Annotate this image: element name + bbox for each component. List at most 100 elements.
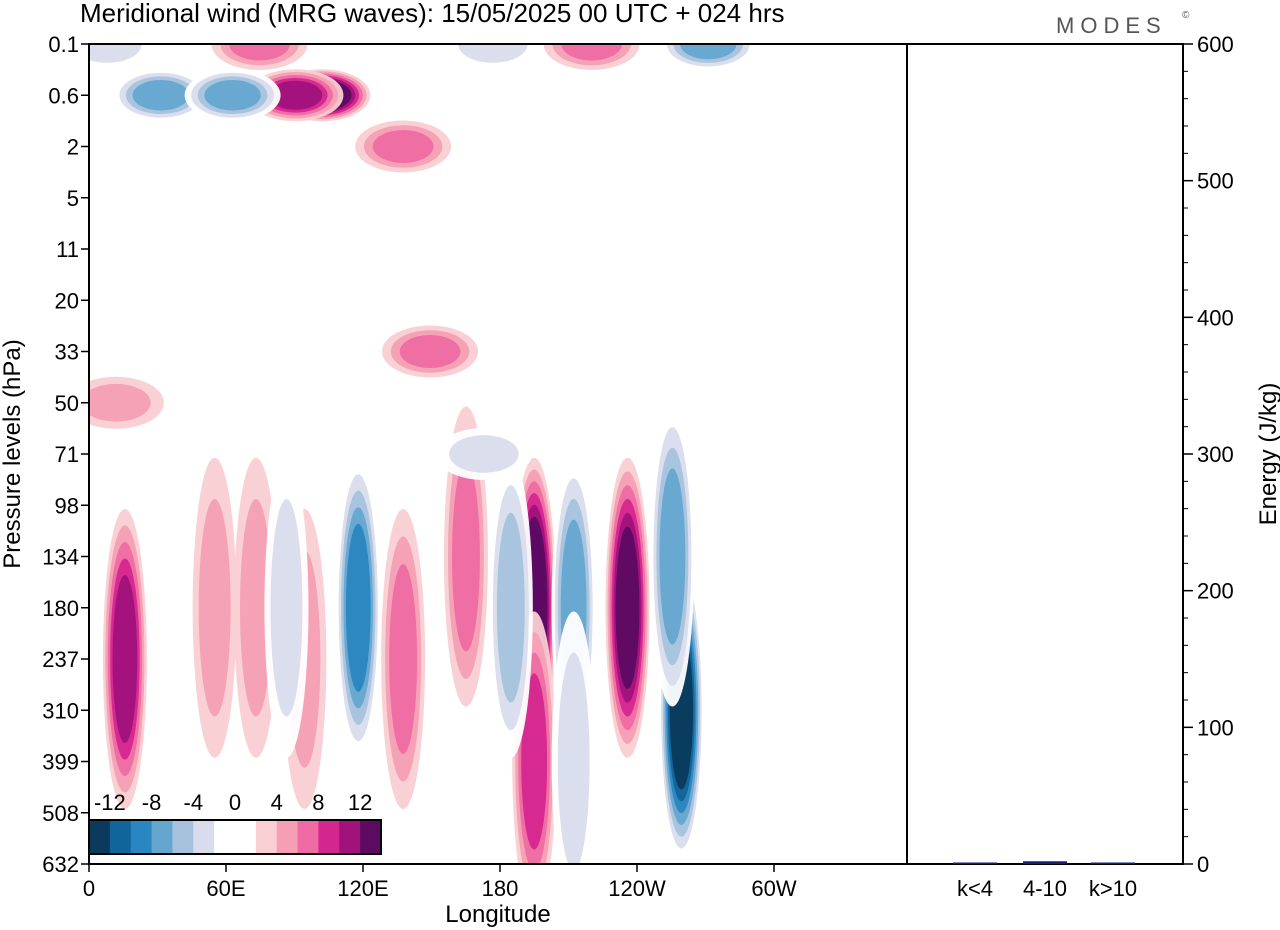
energy-bar <box>1091 862 1135 864</box>
y-tick-label: 508 <box>42 801 79 826</box>
y-tick-label: 98 <box>55 493 79 518</box>
colorbar-cell <box>339 820 361 854</box>
field-feature <box>543 44 640 70</box>
field-feature <box>89 44 155 70</box>
field-feature <box>551 611 596 864</box>
energy-x-tick-label: 4-10 <box>1023 876 1067 901</box>
colorbar-frame <box>88 819 382 855</box>
colorbar-cell <box>172 820 194 854</box>
colorbar-cell <box>214 820 236 854</box>
x-tick-label: 120W <box>608 876 666 901</box>
contour-band <box>198 499 231 717</box>
contour-band <box>557 652 590 864</box>
y-tick-label: 180 <box>42 596 79 621</box>
energy-x-tick-label: k>10 <box>1089 876 1137 901</box>
colorbar-cell <box>151 820 173 854</box>
field-feature <box>660 44 757 70</box>
colorbar-cell <box>193 820 215 854</box>
colorbar-cell <box>297 820 319 854</box>
energy-x-axis: k<4 4-10 k>10 <box>957 876 1137 901</box>
energy-y-tick-label: 200 <box>1197 579 1234 604</box>
colorbar-label: -4 <box>184 790 204 815</box>
y-tick-label: 0.1 <box>48 32 79 57</box>
contour-band <box>680 44 737 60</box>
energy-axis-label: Energy (J/kg) <box>1255 383 1280 526</box>
colorbar-cell <box>109 820 132 854</box>
contour-band <box>458 44 528 63</box>
y-tick-label: 0.6 <box>48 83 79 108</box>
contour-band <box>270 499 303 717</box>
colorbar-label: -12 <box>94 790 126 815</box>
colorbar-label: 4 <box>271 790 283 815</box>
field-feature <box>443 406 488 707</box>
energy-y-tick-label: 100 <box>1197 715 1234 740</box>
colorbar-cell <box>235 820 257 854</box>
contour-band <box>229 44 290 61</box>
contour-band <box>399 335 461 368</box>
contour-band <box>659 468 686 645</box>
colorbar-cell <box>130 820 153 854</box>
energy-bar <box>953 862 997 864</box>
y-tick-label: 399 <box>42 750 79 775</box>
y-tick-label: 237 <box>42 647 79 672</box>
energy-y-tick-label: 300 <box>1197 442 1234 467</box>
field-feature <box>233 457 278 758</box>
field-feature <box>382 325 479 378</box>
contour-band <box>389 564 418 754</box>
field-feature <box>355 120 452 173</box>
colorbar-cell <box>360 820 382 854</box>
y-axis: 0.1 0.6 2 5 11 20 33 50 71 98 134 180 237 310 399 508 63… <box>42 32 89 877</box>
x-tick-label: 120E <box>337 876 388 901</box>
field-feature <box>605 457 650 758</box>
energy-y-tick-label: 0 <box>1197 852 1209 877</box>
contour-band <box>615 526 640 689</box>
y-tick-label: 310 <box>42 698 79 723</box>
energy-y-tick-label: 600 <box>1197 32 1234 57</box>
contour-band <box>561 44 623 61</box>
field-feature <box>650 406 695 707</box>
field-feature <box>89 376 164 429</box>
field-feature <box>435 428 532 480</box>
field-feature <box>264 457 309 758</box>
modes-logo: MODES <box>1056 13 1167 38</box>
field-feature <box>112 69 209 122</box>
colorbar-cell <box>255 820 278 854</box>
y-tick-label: 20 <box>55 288 79 313</box>
contour-band <box>89 44 142 63</box>
heatmap-field <box>89 44 757 864</box>
contour-band <box>268 80 323 110</box>
field-feature <box>444 44 541 70</box>
x-tick-label: 180 <box>482 876 519 901</box>
field-feature <box>488 457 533 758</box>
y-tick-label: 2 <box>67 135 79 160</box>
colorbar-label: 8 <box>312 790 324 815</box>
field-feature <box>192 457 237 758</box>
x-tick-label: 60E <box>206 876 245 901</box>
y-axis-label: Pressure levels (hPa) <box>0 339 26 568</box>
field-feature <box>211 44 308 70</box>
contour-band <box>372 130 434 163</box>
contour-band <box>112 575 138 743</box>
contour-band <box>449 435 519 473</box>
colorbar: -12 -8 -4 0 4 8 12 <box>88 790 382 855</box>
contour-band <box>204 79 261 111</box>
contour-band <box>496 512 525 703</box>
energy-bar <box>1023 861 1067 864</box>
y-tick-label: 632 <box>42 852 79 877</box>
contour-band <box>89 383 151 422</box>
y-tick-label: 33 <box>55 340 79 365</box>
y-tick-label: 5 <box>67 186 79 211</box>
field-feature <box>102 509 147 809</box>
colorbar-label: 0 <box>229 790 241 815</box>
y-tick-label: 134 <box>42 545 79 570</box>
heatmap-panel: 0 60E 120E 180 120W 60W 0.1 0.6 2 5 11 20 33 50 71 98 1… <box>0 32 908 928</box>
energy-x-tick-label: k<4 <box>957 876 993 901</box>
energy-panel: 0 100 200 300 400 500 600 k<4 4-10 k>10 Energy (… <box>906 32 1280 901</box>
contour-band <box>521 673 548 850</box>
contour-band <box>452 461 480 652</box>
x-axis-label: Longitude <box>445 901 550 928</box>
colorbar-label: -8 <box>142 790 162 815</box>
colorbar-label: 12 <box>348 790 372 815</box>
energy-y-tick-label: 400 <box>1197 305 1234 330</box>
energy-y-axis: 0 100 200 300 400 500 600 <box>1183 32 1234 877</box>
